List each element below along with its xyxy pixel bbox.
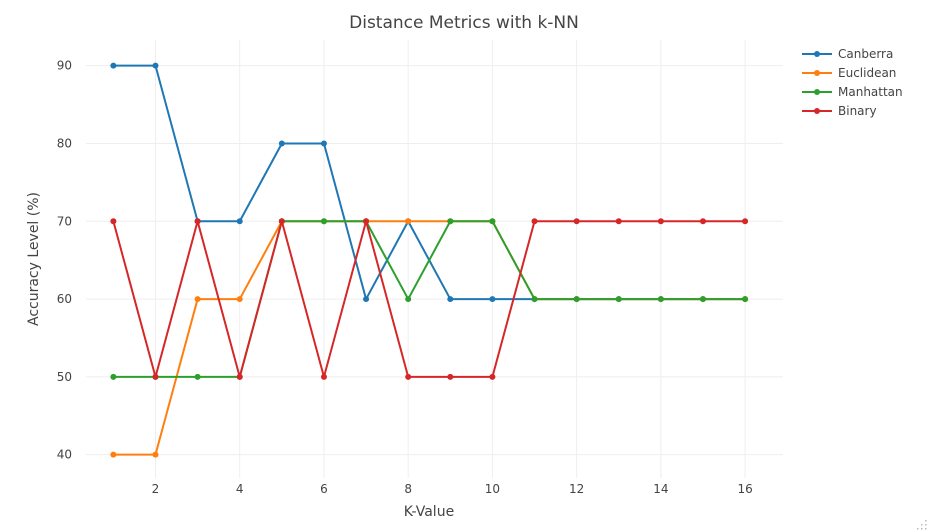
data-point-binary[interactable] bbox=[742, 218, 749, 225]
chart-title: Distance Metrics with k-NN bbox=[349, 13, 579, 33]
data-point-euclidean[interactable] bbox=[110, 451, 117, 458]
y-tick-label: 70 bbox=[57, 214, 72, 228]
data-point-manhattan[interactable] bbox=[405, 296, 412, 303]
grip-dot bbox=[921, 528, 923, 530]
x-tick-label: 12 bbox=[569, 482, 584, 496]
x-tick-label: 16 bbox=[737, 482, 752, 496]
legend-label: Manhattan bbox=[838, 85, 903, 99]
x-tick-label: 8 bbox=[404, 482, 412, 496]
data-point-canberra[interactable] bbox=[489, 296, 496, 303]
data-point-euclidean[interactable] bbox=[405, 218, 412, 225]
data-point-binary[interactable] bbox=[278, 218, 285, 225]
data-point-binary[interactable] bbox=[657, 218, 664, 225]
data-point-canberra[interactable] bbox=[447, 296, 454, 303]
data-point-canberra[interactable] bbox=[278, 140, 285, 147]
data-point-canberra[interactable] bbox=[152, 62, 159, 69]
data-point-binary[interactable] bbox=[363, 218, 370, 225]
data-point-euclidean[interactable] bbox=[236, 296, 243, 303]
data-point-binary[interactable] bbox=[447, 373, 454, 380]
x-tick-label: 4 bbox=[236, 482, 244, 496]
y-tick-label: 40 bbox=[57, 448, 72, 462]
legend-label: Canberra bbox=[838, 47, 893, 61]
grip-dot bbox=[925, 528, 927, 530]
grid bbox=[86, 40, 783, 478]
data-point-manhattan[interactable] bbox=[657, 296, 664, 303]
data-point-euclidean[interactable] bbox=[152, 451, 159, 458]
x-axis-title: K-Value bbox=[404, 504, 454, 520]
x-tick-label: 2 bbox=[152, 482, 160, 496]
series-canberra bbox=[110, 62, 749, 303]
data-point-manhattan[interactable] bbox=[194, 373, 201, 380]
data-point-binary[interactable] bbox=[236, 373, 243, 380]
legend-swatch-marker bbox=[814, 108, 820, 114]
y-tick-label: 90 bbox=[57, 59, 72, 73]
series-layer bbox=[110, 62, 749, 458]
series-binary bbox=[110, 218, 749, 380]
data-point-binary[interactable] bbox=[320, 373, 327, 380]
x-tick-label: 6 bbox=[320, 482, 328, 496]
y-tick-label: 80 bbox=[57, 136, 72, 150]
data-point-binary[interactable] bbox=[489, 373, 496, 380]
legend-label: Euclidean bbox=[838, 66, 896, 80]
legend-item-manhattan[interactable]: Manhattan bbox=[802, 85, 903, 99]
legend-item-euclidean[interactable]: Euclidean bbox=[802, 66, 896, 80]
data-point-manhattan[interactable] bbox=[320, 218, 327, 225]
data-point-binary[interactable] bbox=[110, 218, 117, 225]
data-point-canberra[interactable] bbox=[320, 140, 327, 147]
y-axis-title: Accuracy Level (%) bbox=[26, 192, 42, 326]
resize-grip-icon[interactable] bbox=[917, 520, 927, 530]
data-point-binary[interactable] bbox=[152, 373, 159, 380]
legend-label: Binary bbox=[838, 104, 877, 118]
data-point-manhattan[interactable] bbox=[699, 296, 706, 303]
data-point-binary[interactable] bbox=[194, 218, 201, 225]
grip-dot bbox=[925, 520, 927, 522]
y-tick-label: 60 bbox=[57, 292, 72, 306]
y-tick-label: 50 bbox=[57, 370, 72, 384]
series-manhattan bbox=[110, 218, 749, 380]
x-tick-label: 10 bbox=[485, 482, 500, 496]
data-point-canberra[interactable] bbox=[110, 62, 117, 69]
data-point-binary[interactable] bbox=[699, 218, 706, 225]
series-line-euclidean bbox=[113, 220, 746, 456]
data-point-binary[interactable] bbox=[405, 373, 412, 380]
legend-swatch-marker bbox=[814, 89, 820, 95]
legend: Canberra Euclidean Manhattan Binary bbox=[802, 47, 903, 118]
grip-dot bbox=[925, 524, 927, 526]
data-point-manhattan[interactable] bbox=[447, 218, 454, 225]
data-point-euclidean[interactable] bbox=[194, 296, 201, 303]
grip-dot bbox=[917, 528, 919, 530]
data-point-manhattan[interactable] bbox=[489, 218, 496, 225]
x-tick-label: 14 bbox=[653, 482, 668, 496]
data-point-manhattan[interactable] bbox=[110, 373, 117, 380]
data-point-manhattan[interactable] bbox=[531, 296, 538, 303]
data-point-binary[interactable] bbox=[573, 218, 580, 225]
data-point-canberra[interactable] bbox=[363, 296, 370, 303]
legend-item-binary[interactable]: Binary bbox=[802, 104, 877, 118]
data-point-binary[interactable] bbox=[531, 218, 538, 225]
grip-dot bbox=[921, 524, 923, 526]
legend-swatch-marker bbox=[814, 70, 820, 76]
data-point-manhattan[interactable] bbox=[573, 296, 580, 303]
legend-swatch-marker bbox=[814, 51, 820, 57]
data-point-manhattan[interactable] bbox=[742, 296, 749, 303]
data-point-binary[interactable] bbox=[615, 218, 622, 225]
series-line-canberra bbox=[113, 64, 746, 301]
tick-labels: 40 50 60 70 80 90 2 4 6 8 10 12 14 16 bbox=[57, 59, 753, 496]
data-point-canberra[interactable] bbox=[236, 218, 243, 225]
data-point-manhattan[interactable] bbox=[615, 296, 622, 303]
legend-item-canberra[interactable]: Canberra bbox=[802, 47, 893, 61]
series-line-binary bbox=[112, 220, 746, 378]
series-line-manhattan bbox=[113, 220, 746, 378]
